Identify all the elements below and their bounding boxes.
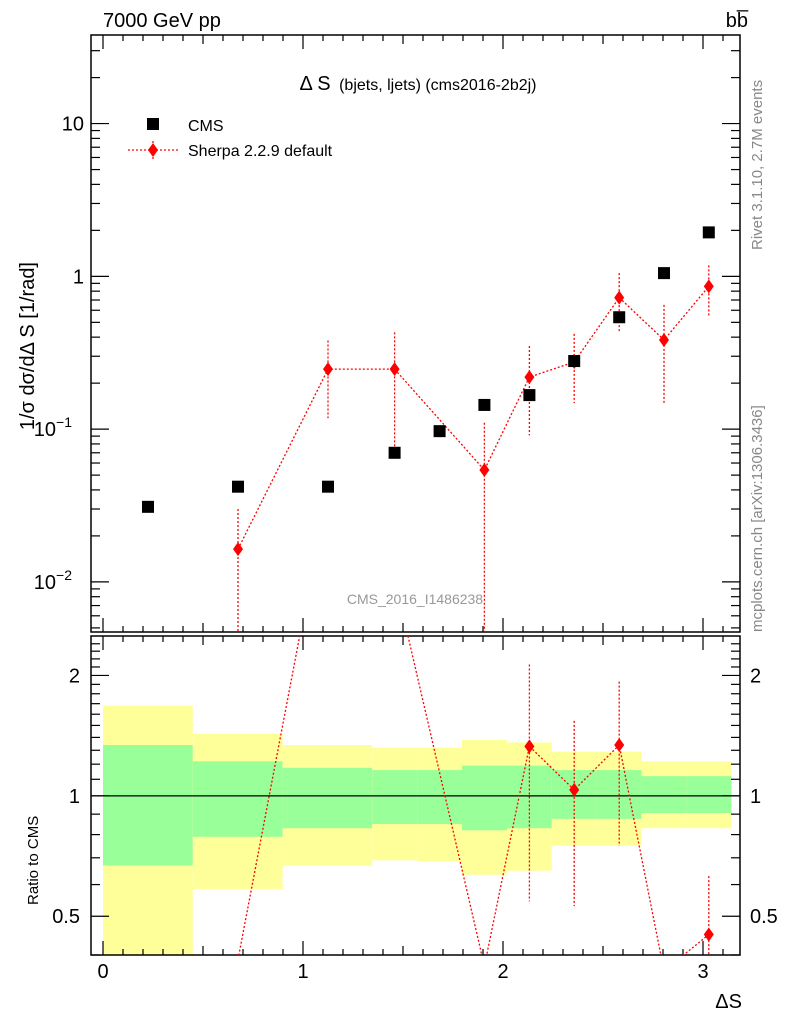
plot-title-main: Δ S (299, 73, 330, 95)
ratio-y-tick-label: 1 (69, 786, 80, 808)
band-inner (372, 770, 418, 825)
band-inner (103, 745, 193, 866)
cms-point (433, 425, 446, 438)
band-inner (417, 770, 462, 825)
ratio-mc-line (238, 636, 710, 955)
cms-point (142, 500, 154, 513)
cms-point (702, 226, 715, 239)
cms-point (388, 446, 401, 459)
mc-point (479, 463, 490, 478)
ratio-point (614, 738, 625, 753)
x-tick-label: 1 (297, 961, 308, 983)
rivet-label: Rivet 3.1.10, 2.7M events (749, 80, 766, 250)
mc-point (323, 362, 333, 377)
y-tick-label: 1 (73, 266, 84, 288)
mcplots-label: mcplots.cern.ch [arXiv:1306.3436] (749, 405, 766, 632)
mc-point (703, 279, 714, 294)
y-tick-label: 10−2 (34, 567, 72, 594)
main-plot: 10 1 10−1 10−2 (34, 34, 741, 633)
mc-point (614, 290, 625, 305)
x-tick-label: 3 (697, 961, 708, 983)
band-inner (462, 765, 507, 831)
ratio-y-tick-label-right: 0.5 (750, 906, 778, 928)
cms-point (523, 389, 536, 402)
cms-point (232, 480, 244, 493)
cms-point (658, 267, 670, 280)
energy-label: 7000 GeV pp (103, 10, 221, 32)
plot-title-sub: (bjets, ljets) (cms2016-2b2j) (339, 77, 536, 94)
ratio-plot: 0 1 2 3 2 2 1 1 0.5 0.5 (52, 635, 778, 983)
y-axis-label: 1/σ dσ/dΔ S [1/rad] (17, 262, 39, 430)
legend: CMS Sherpa 2.2.9 default (128, 118, 333, 160)
y-tick-label: 10−1 (34, 414, 72, 441)
y-tick-label: 10 (62, 114, 84, 136)
mc-point (389, 362, 400, 377)
mc-point (659, 333, 669, 348)
ratio-y-axis-label: Ratio to CMS (25, 816, 42, 905)
ratio-data (238, 636, 714, 955)
legend-cms-label: CMS (188, 118, 224, 135)
plot-title: Δ S (bjets, ljets) (cms2016-2b2j) (299, 73, 536, 95)
ratio-point (703, 927, 714, 942)
x-tick-label: 2 (497, 961, 508, 983)
process-label: bb̅ (726, 9, 749, 32)
main-data (142, 226, 715, 632)
legend-sherpa-marker (148, 143, 158, 157)
legend-sherpa-label: Sherpa 2.2.9 default (188, 143, 333, 160)
band-inner (686, 776, 732, 813)
ratio-y-tick-label-right: 2 (750, 665, 761, 687)
cms-point (613, 311, 626, 324)
cms-point (568, 355, 581, 368)
band-inner (641, 776, 687, 813)
cms-point (322, 480, 334, 493)
ratio-point (524, 739, 535, 754)
ratio-y-tick-label: 2 (69, 665, 80, 687)
x-tick-label: 0 (97, 961, 108, 983)
watermark: CMS_2016_I1486238 (347, 591, 483, 607)
mc-point (524, 370, 535, 385)
band-inner (282, 767, 373, 829)
ratio-y-tick-label-right: 1 (750, 786, 761, 808)
ratio-y-tick-label: 0.5 (52, 906, 80, 928)
cms-point (478, 398, 491, 411)
mc-line (237, 285, 710, 550)
ratio-point (569, 782, 580, 797)
mc-point (233, 542, 243, 557)
band-inner (192, 761, 283, 837)
legend-cms-marker (147, 118, 159, 130)
x-axis-label: ΔS (715, 991, 742, 1013)
main-frame (90, 34, 741, 633)
